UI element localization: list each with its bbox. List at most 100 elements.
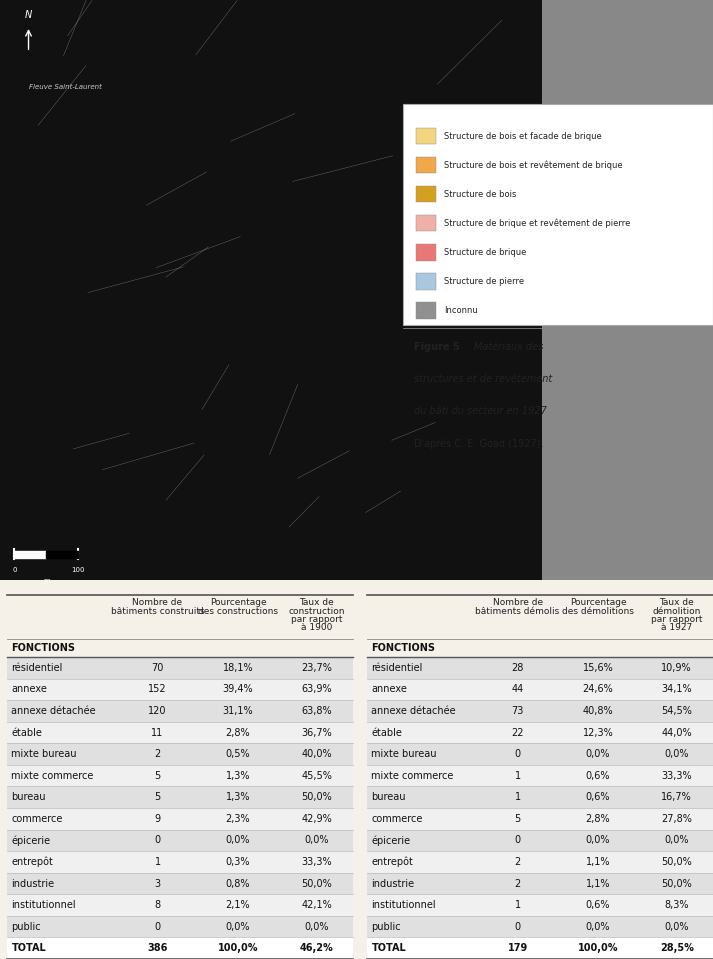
Text: 3: 3 [155, 878, 160, 889]
Text: 0,6%: 0,6% [586, 771, 610, 781]
Text: FONCTIONS: FONCTIONS [371, 643, 436, 653]
Bar [367, 852, 713, 873]
Text: Taux de: Taux de [660, 598, 694, 607]
Bar [403, 105, 713, 325]
Text: 1,3%: 1,3% [226, 792, 250, 803]
Text: résidentiel: résidentiel [11, 663, 63, 673]
Text: entrepôt: entrepôt [371, 856, 414, 867]
Text: 39,4%: 39,4% [222, 685, 253, 694]
Text: 5: 5 [515, 814, 520, 824]
Text: 0: 0 [515, 835, 520, 846]
Text: TOTAL: TOTAL [11, 944, 46, 953]
Text: 44,0%: 44,0% [662, 728, 692, 737]
Text: TOTAL: TOTAL [371, 944, 406, 953]
Bar [416, 129, 436, 145]
Text: des constructions: des constructions [198, 607, 278, 616]
Text: entrepôt: entrepôt [11, 856, 53, 867]
Bar [7, 895, 353, 916]
Bar [0, 0, 542, 580]
Bar [367, 808, 713, 830]
Text: 1: 1 [515, 901, 520, 910]
Bar [367, 765, 713, 786]
Bar [7, 873, 353, 895]
Text: 0,0%: 0,0% [665, 922, 689, 931]
Text: Structure de bois: Structure de bois [444, 190, 517, 199]
Text: Structure de brique: Structure de brique [444, 247, 527, 257]
Text: Pourcentage: Pourcentage [210, 598, 266, 607]
Text: institutionnel: institutionnel [371, 901, 436, 910]
Bar [367, 743, 713, 765]
Text: 0: 0 [155, 835, 160, 846]
Bar [7, 700, 353, 722]
Bar [7, 830, 353, 852]
Text: 2: 2 [515, 878, 520, 889]
Text: Fleuve Saint-Laurent: Fleuve Saint-Laurent [29, 84, 101, 90]
Text: 11: 11 [151, 728, 164, 737]
Bar [416, 186, 436, 202]
Text: 0,0%: 0,0% [226, 835, 250, 846]
Text: 63,9%: 63,9% [302, 685, 332, 694]
Text: D'après C. E. Goad (1927).: D'après C. E. Goad (1927). [414, 438, 543, 449]
Bar [7, 786, 353, 808]
Text: 2: 2 [155, 749, 160, 760]
Text: commerce: commerce [11, 814, 63, 824]
Bar [416, 157, 436, 174]
Text: 0: 0 [155, 922, 160, 931]
Text: mixte commerce: mixte commerce [11, 771, 94, 781]
Text: construction: construction [288, 607, 345, 616]
Text: par rapport: par rapport [651, 615, 702, 624]
Text: industrie: industrie [11, 878, 54, 889]
Text: 0,0%: 0,0% [586, 922, 610, 931]
Text: 23,7%: 23,7% [301, 663, 332, 673]
Bar [367, 938, 713, 959]
Text: annexe: annexe [11, 685, 47, 694]
Text: 18,1%: 18,1% [222, 663, 253, 673]
Bar [542, 0, 713, 261]
Text: 15,6%: 15,6% [583, 663, 613, 673]
Bar [7, 916, 353, 938]
Text: N: N [25, 11, 32, 20]
Bar [7, 722, 353, 743]
Text: 33,3%: 33,3% [302, 857, 332, 867]
Text: Structure de bois et facade de brique: Structure de bois et facade de brique [444, 131, 602, 141]
Text: 50,0%: 50,0% [302, 878, 332, 889]
Text: étable: étable [371, 728, 402, 737]
Bar [367, 873, 713, 895]
Bar [416, 302, 436, 318]
Bar [542, 261, 713, 580]
Text: Structure de pierre: Structure de pierre [444, 277, 524, 286]
Text: 24,6%: 24,6% [583, 685, 613, 694]
Text: Matériaux des: Matériaux des [474, 342, 543, 352]
Text: m: m [43, 578, 50, 584]
Text: 70: 70 [151, 663, 164, 673]
Bar [367, 679, 713, 700]
Text: 63,8%: 63,8% [302, 706, 332, 716]
Text: Nombre de: Nombre de [133, 598, 183, 607]
Text: 9: 9 [155, 814, 160, 824]
Text: public: public [11, 922, 41, 931]
Text: 40,8%: 40,8% [583, 706, 613, 716]
Text: 0,0%: 0,0% [304, 835, 329, 846]
Text: à 1927: à 1927 [661, 623, 692, 632]
Text: 100: 100 [72, 567, 85, 573]
Text: 8,3%: 8,3% [665, 901, 689, 910]
Text: Inconnu: Inconnu [444, 306, 478, 315]
Text: 1,3%: 1,3% [226, 771, 250, 781]
Text: 1: 1 [155, 857, 160, 867]
Text: Taux de: Taux de [299, 598, 334, 607]
Text: 1,1%: 1,1% [586, 878, 610, 889]
Text: 0,0%: 0,0% [665, 835, 689, 846]
Bar [367, 786, 713, 808]
Text: 0,0%: 0,0% [586, 835, 610, 846]
Text: du bâti du secteur en 1927: du bâti du secteur en 1927 [414, 407, 546, 416]
Text: commerce: commerce [371, 814, 423, 824]
Text: 2,8%: 2,8% [585, 814, 610, 824]
Text: 50,0%: 50,0% [662, 878, 692, 889]
Text: 0,0%: 0,0% [665, 749, 689, 760]
Text: 31,1%: 31,1% [222, 706, 253, 716]
Text: 1,1%: 1,1% [586, 857, 610, 867]
Text: 50,0%: 50,0% [662, 857, 692, 867]
Text: 0,6%: 0,6% [586, 901, 610, 910]
Text: 0: 0 [515, 749, 520, 760]
Text: 27,8%: 27,8% [661, 814, 692, 824]
